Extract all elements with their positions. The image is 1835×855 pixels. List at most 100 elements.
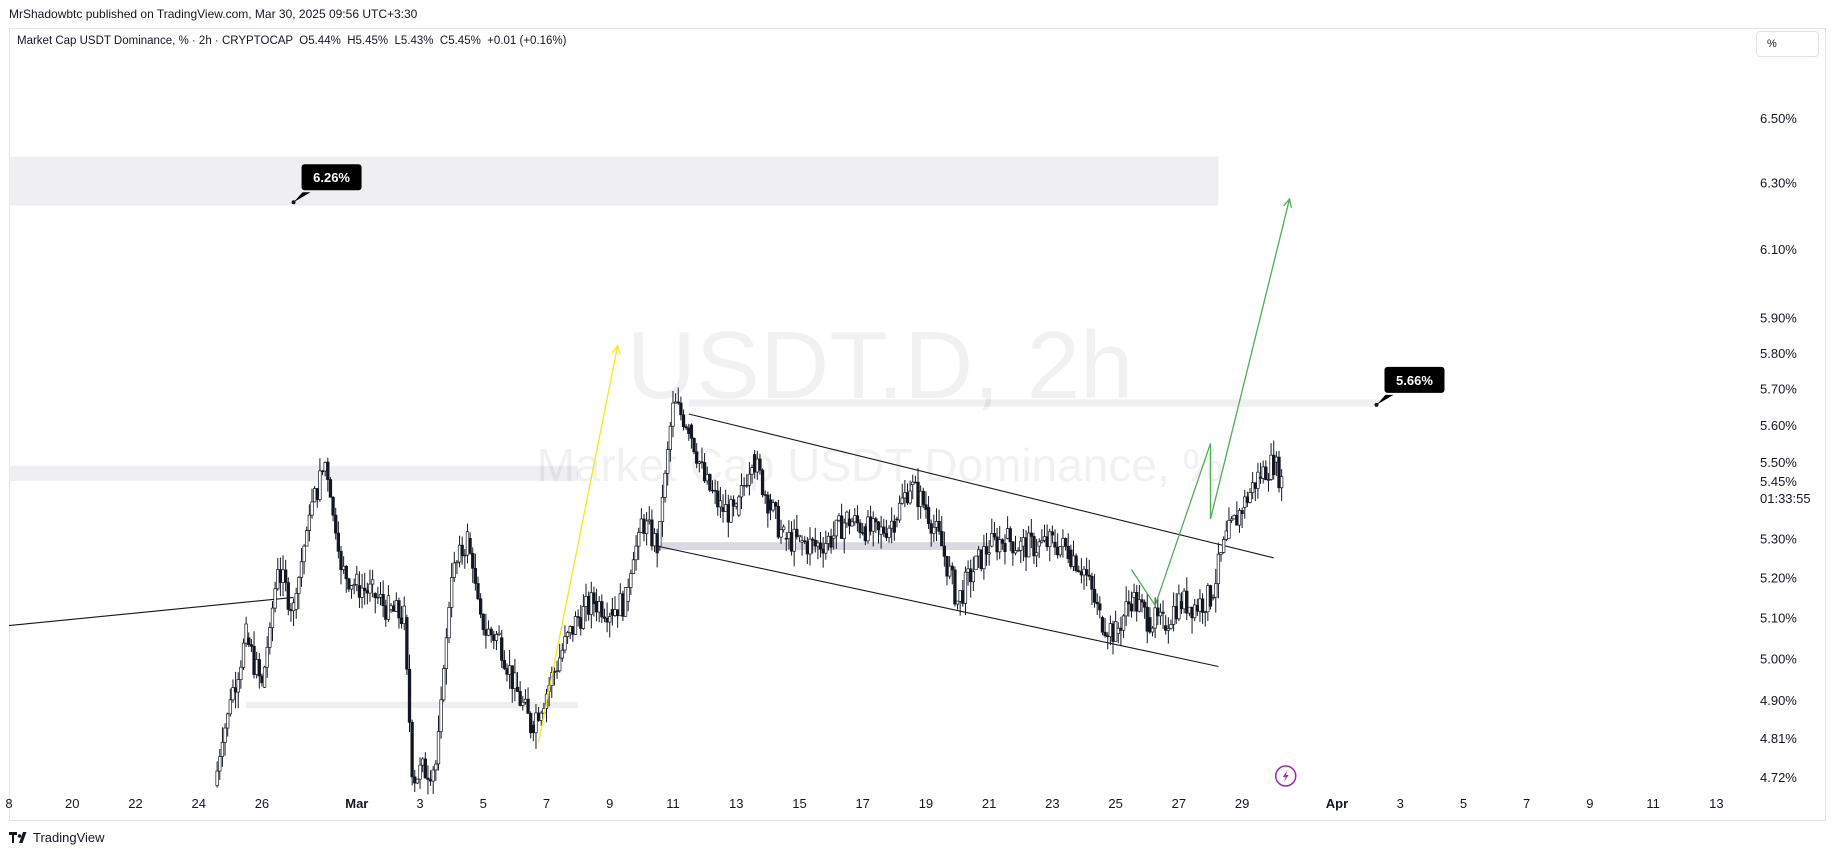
candle <box>421 757 425 773</box>
candle-body <box>976 549 981 557</box>
candle-body <box>982 546 986 570</box>
candle <box>450 563 454 618</box>
candle-body <box>940 530 944 547</box>
candle <box>731 495 736 517</box>
candle-body <box>465 531 470 556</box>
candle <box>247 632 251 648</box>
candle-body <box>392 605 396 612</box>
candle <box>776 499 781 539</box>
candle-body <box>1198 598 1202 612</box>
y-tick-label: 5.50% <box>1760 455 1797 470</box>
candle <box>220 727 225 767</box>
publisher-line: MrShadowbtc published on TradingView.com… <box>9 7 418 21</box>
candle <box>1040 529 1044 544</box>
candle <box>558 643 562 673</box>
candle <box>381 580 385 618</box>
candle <box>265 636 269 678</box>
candle-body <box>1050 531 1055 536</box>
candle <box>299 548 304 587</box>
candle-body <box>1008 528 1012 543</box>
candle-body <box>1003 542 1007 552</box>
candle-body <box>534 712 538 734</box>
x-tick-label: 11 <box>666 796 680 811</box>
candle-body <box>900 497 904 504</box>
candle-body <box>824 543 828 554</box>
candle <box>1232 514 1236 520</box>
candle-body <box>1024 537 1028 558</box>
candle-body <box>766 494 770 514</box>
candle-body <box>687 427 691 434</box>
candle-body <box>452 562 456 578</box>
candle <box>876 520 881 544</box>
candle <box>584 583 588 622</box>
candle <box>605 602 609 633</box>
candle-body <box>924 504 928 510</box>
candle-body <box>1106 635 1110 638</box>
candle <box>1000 538 1004 550</box>
candle-body <box>829 535 833 548</box>
candle <box>1185 577 1189 621</box>
percent-scale-button[interactable]: % <box>1756 31 1819 57</box>
candle <box>460 536 464 565</box>
candle <box>284 559 288 592</box>
candle-body <box>660 496 665 522</box>
candle <box>1063 537 1068 551</box>
x-tick-label: 20 <box>65 796 79 811</box>
candle-body <box>1071 555 1076 567</box>
candle <box>655 528 659 568</box>
candle <box>1113 610 1118 642</box>
candle <box>858 519 862 539</box>
candle-body <box>650 519 654 547</box>
candle <box>974 555 978 571</box>
candle-body <box>270 607 275 628</box>
candle-body <box>415 778 420 784</box>
chart-pane[interactable] <box>9 28 1826 821</box>
x-tick-label: 9 <box>606 796 613 811</box>
candle <box>1077 565 1081 573</box>
candle <box>716 480 720 516</box>
x-axis[interactable]: 8 20 22 24 26 Mar 3 5 7 9 11 13 15 17 19 21 23 25 27 29 Apr 3… <box>5 796 1723 811</box>
y-axis[interactable]: 6.50% 6.30% 6.10% 5.90% 5.80% 5.70% 5.60% 5.50%… <box>1760 111 1811 785</box>
candle <box>1208 584 1213 610</box>
candle <box>1274 451 1279 477</box>
candle-body <box>861 532 865 534</box>
candle <box>310 488 314 519</box>
candle-body <box>642 518 646 534</box>
candle <box>478 593 483 619</box>
candle <box>660 484 665 537</box>
candle-body <box>932 526 936 534</box>
candle <box>452 551 456 582</box>
candle <box>428 770 433 786</box>
candle <box>658 521 662 552</box>
candle-body <box>631 559 636 574</box>
candle-body <box>816 542 820 547</box>
candle-body <box>805 541 810 555</box>
candle-body <box>439 699 443 732</box>
candle-body <box>331 496 335 516</box>
candle <box>434 760 438 781</box>
candle <box>971 556 976 592</box>
candle <box>969 559 973 598</box>
candle <box>892 514 896 541</box>
candle <box>963 566 968 616</box>
candle-body <box>507 665 512 675</box>
candle <box>560 643 564 662</box>
candle <box>739 473 744 510</box>
candle <box>987 540 991 566</box>
candle-body <box>231 687 235 701</box>
candle <box>945 555 949 586</box>
candle <box>370 569 375 598</box>
candle <box>286 577 290 616</box>
candle-body <box>692 437 696 453</box>
candle-body <box>716 490 720 508</box>
candle-body <box>969 568 973 583</box>
candle-body <box>1214 583 1218 598</box>
candle-body <box>1137 599 1142 612</box>
candle-body <box>1148 617 1152 633</box>
candle-body <box>1061 538 1065 547</box>
y-tick-label: 5.00% <box>1760 651 1797 666</box>
candle-body <box>312 488 317 503</box>
candle <box>592 586 596 617</box>
candle <box>961 579 965 607</box>
